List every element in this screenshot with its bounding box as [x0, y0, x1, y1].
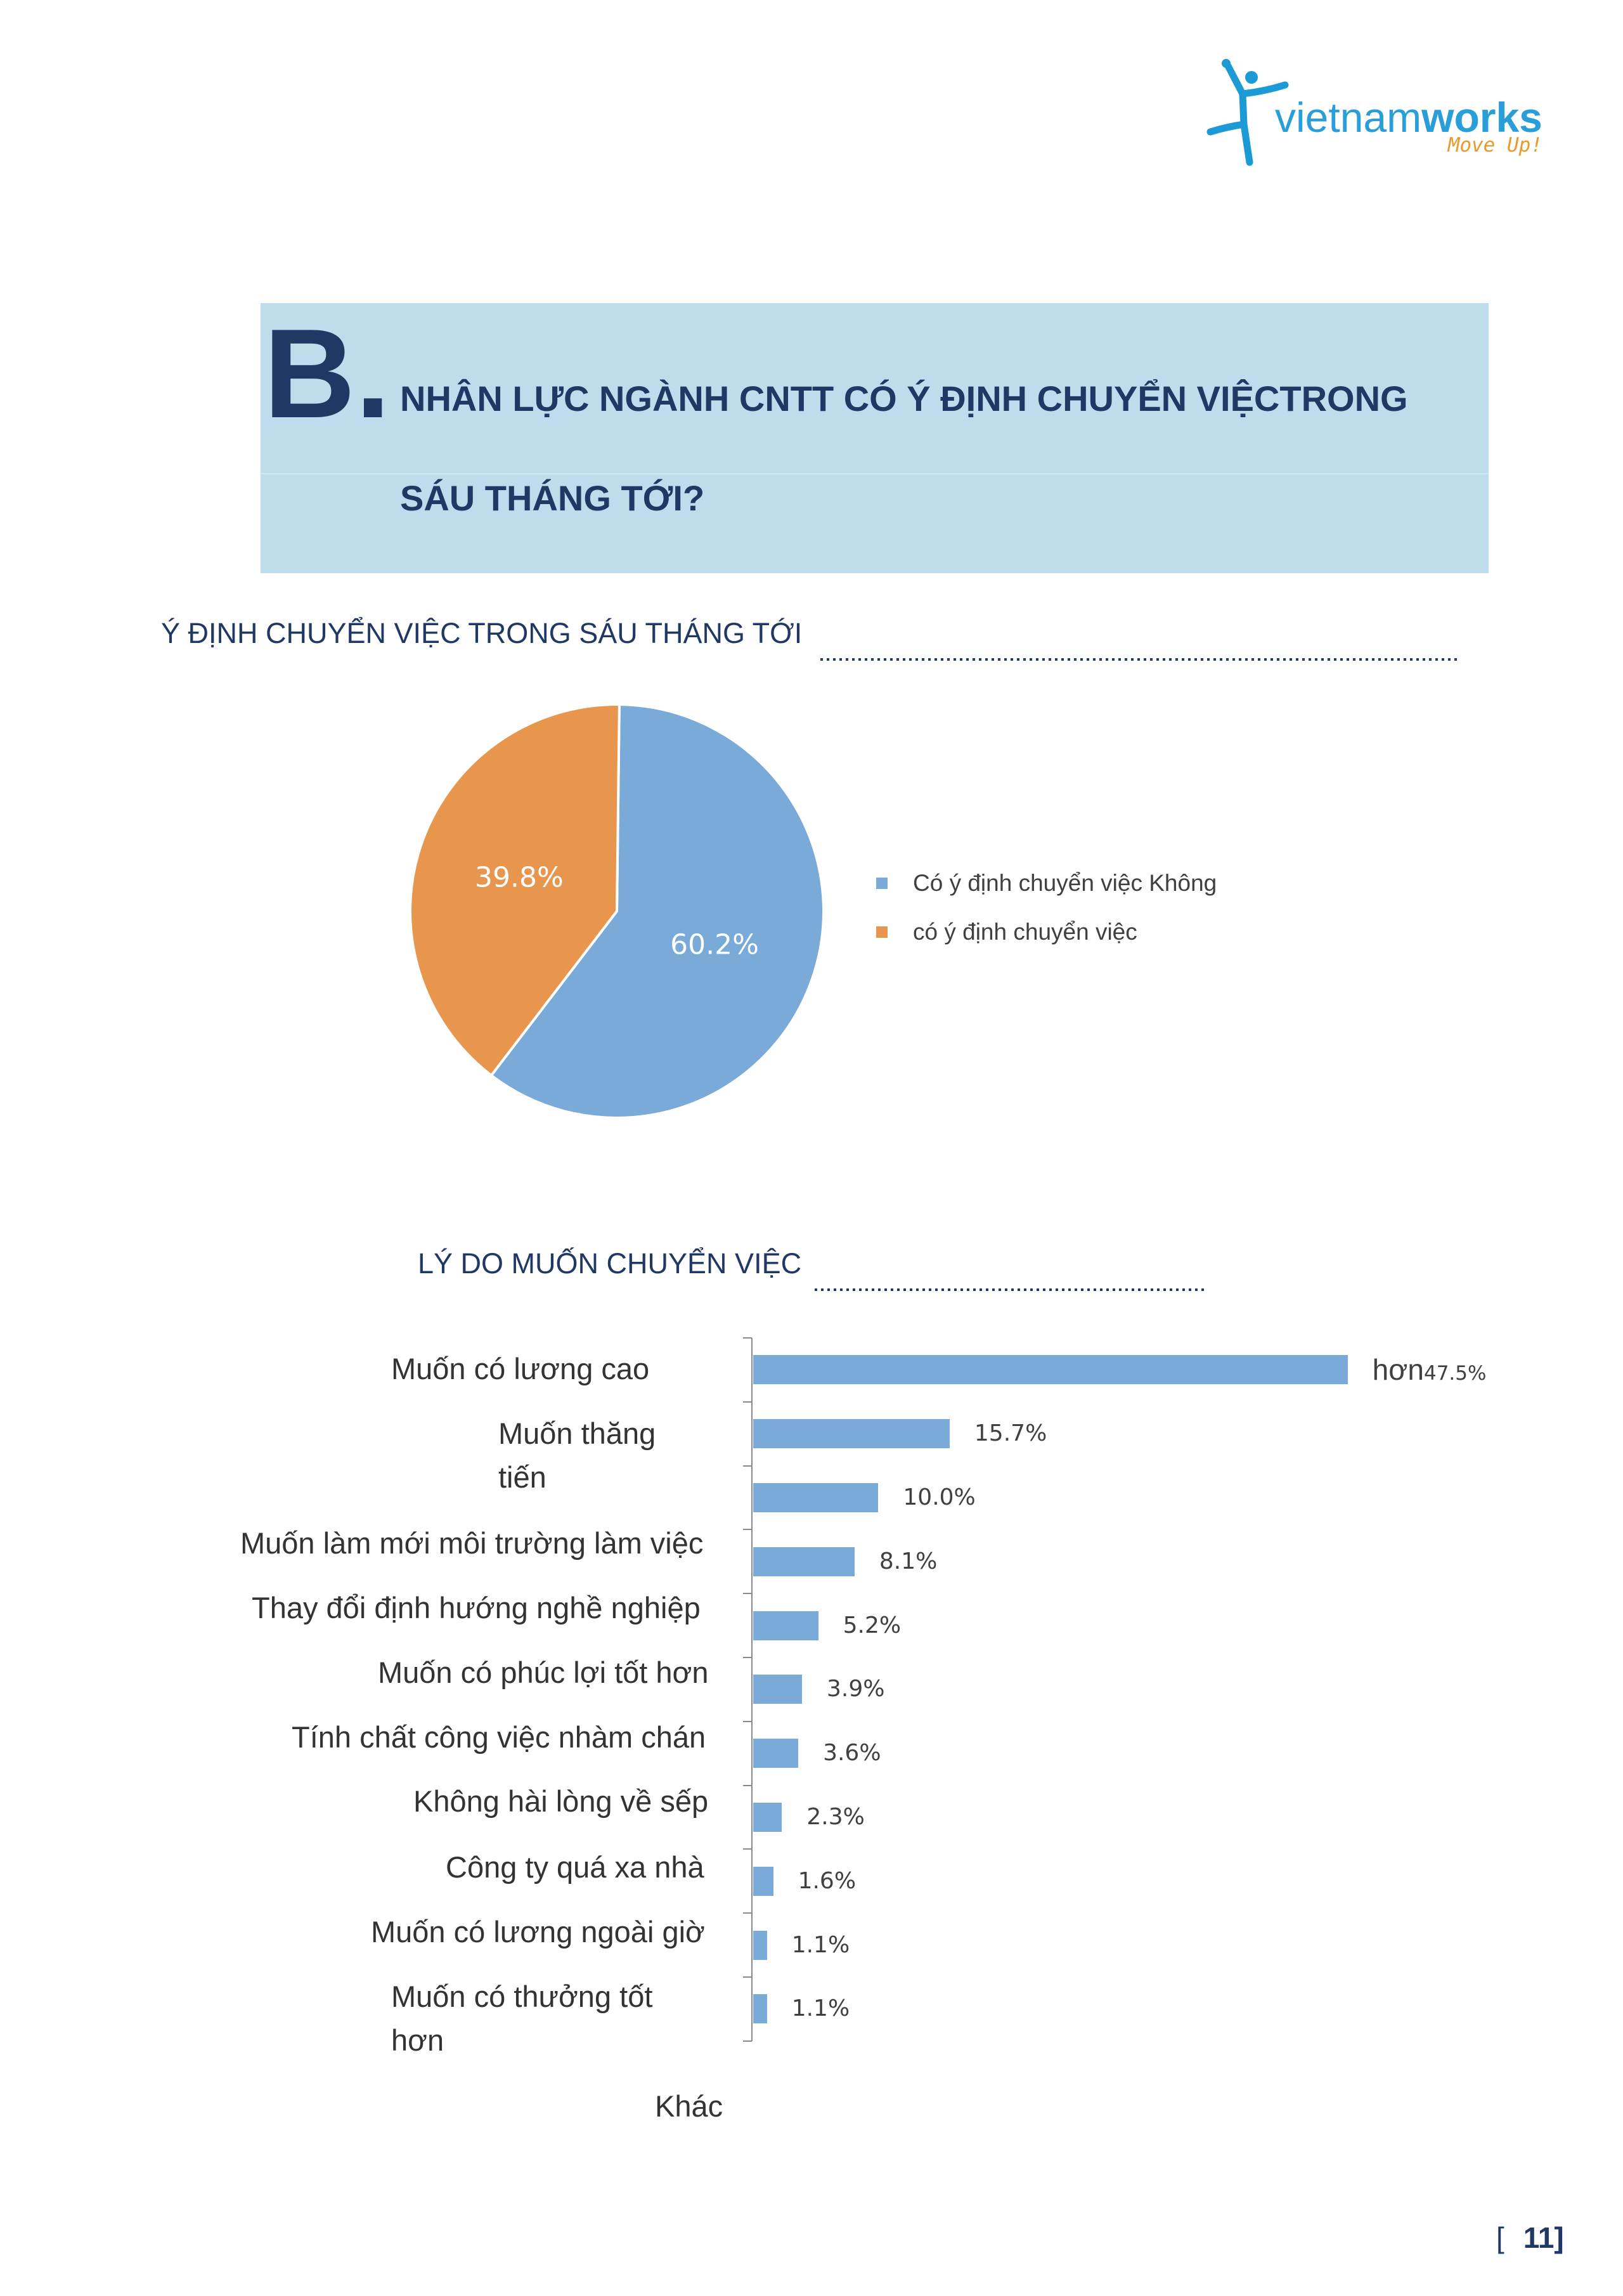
bar-chart-title: LÝ DO MUỐN CHUYỂN VIỆC — [418, 1247, 802, 1280]
brand-wordmark: vietnamworks — [1275, 96, 1542, 138]
bar — [753, 1803, 782, 1832]
bar-data-label: 3.9% — [826, 1676, 885, 1703]
category-label: Không hài lòng về sếp — [413, 1784, 709, 1818]
pie-chart: 60.2% 39.8% — [409, 703, 825, 1119]
y-axis-tick — [743, 1465, 752, 1467]
category-label: Muốn có lương cao — [391, 1351, 650, 1385]
category-label: Muốn làm mới môi trường làm việc — [240, 1526, 704, 1560]
y-axis-tick — [743, 2040, 752, 2042]
pie-chart-title: Ý ĐỊNH CHUYỂN VIỆC TRONG SÁU THÁNG TỚI — [161, 617, 803, 649]
section-header-box: B. NHÂN LỰC NGÀNH CNTT CÓ Ý ĐỊNH CHUYỂN … — [261, 303, 1489, 573]
bar-data-label: 8.1% — [879, 1548, 938, 1574]
legend-item: có ý định chuyển việc — [876, 918, 1217, 947]
jumper-logo-icon — [1206, 59, 1289, 166]
category-label: Muốn có thưởng tốt hơn — [391, 1979, 653, 2057]
brand-wordmark-bold: works — [1421, 94, 1542, 141]
category-label: Muốn thăng tiến — [498, 1416, 656, 1494]
legend-label: có ý định chuyển việc — [913, 919, 1137, 945]
y-axis-tick — [743, 1976, 752, 1978]
y-axis-tick — [743, 1720, 752, 1722]
bar — [753, 1419, 950, 1449]
bar — [753, 1930, 767, 1960]
bar-data-label: 10.0% — [903, 1484, 976, 1510]
y-axis-tick — [743, 1401, 752, 1403]
bar-data-label: 15.7% — [974, 1420, 1047, 1447]
legend-label: Có ý định chuyển việc Không — [913, 870, 1217, 896]
bar-data-label: 1.6% — [798, 1867, 857, 1894]
y-axis-tick — [743, 1337, 752, 1339]
y-axis-tick — [743, 1593, 752, 1595]
bar-annotation: hơn — [1372, 1353, 1424, 1387]
bar-data-label: 2.3% — [806, 1804, 865, 1830]
bar — [753, 1547, 855, 1576]
category-label: Muốn có lương ngoài giờ — [371, 1914, 705, 1949]
pie-data-label: 39.8% — [475, 861, 564, 893]
bar — [753, 1483, 879, 1512]
bar-data-label-group: hơn 47.5% — [1373, 1355, 1487, 1388]
section-title-line-1: NHÂN LỰC NGÀNH CNTT CÓ Ý ĐỊNH CHUYỂN VIỆ… — [400, 379, 1408, 418]
brand-tagline: Move Up! — [1447, 134, 1542, 157]
bar-data-label: 1.1% — [791, 1995, 850, 2022]
dotted-rule — [820, 658, 1461, 661]
bar — [753, 1675, 802, 1704]
brand-wordmark-light: vietnam — [1275, 94, 1422, 141]
bar — [753, 1355, 1348, 1385]
bar — [753, 1739, 799, 1768]
category-label: Thay đổi định hướng nghề nghiệp — [252, 1590, 701, 1625]
dotted-rule — [815, 1288, 1206, 1291]
pie-legend: Có ý định chuyển việc Không có ý định ch… — [876, 869, 1217, 966]
category-label: Tính chất công việc nhàm chán — [292, 1720, 706, 1754]
page-number-bracket: [ — [1496, 2221, 1504, 2254]
bar — [753, 1611, 818, 1640]
bar-data-label: 1.1% — [791, 1931, 850, 1958]
bar — [753, 1994, 767, 2024]
y-axis-tick — [743, 1529, 752, 1531]
pie-slice — [409, 703, 621, 1077]
y-axis-tick — [743, 1912, 752, 1914]
pie-data-label: 60.2% — [670, 929, 759, 961]
header-divider — [261, 473, 1489, 474]
y-axis-tick — [743, 1784, 752, 1786]
legend-swatch — [876, 878, 888, 889]
category-label: Muốn có phúc lợi tốt hơn — [378, 1655, 709, 1689]
category-label: Công ty quá xa nhà — [446, 1850, 704, 1884]
y-axis-tick — [743, 1657, 752, 1658]
page-number: [11] — [1496, 2223, 1564, 2252]
category-label: Khác — [655, 2089, 723, 2123]
vietnamworks-logo: vietnamworks Move Up! — [1202, 56, 1557, 170]
section-letter: B. — [264, 303, 391, 444]
bar — [753, 1866, 773, 1896]
bar-data-label: 3.6% — [823, 1740, 881, 1767]
legend-swatch — [876, 926, 888, 938]
bar-chart: hơn 47.5% 15.7% 10.0% 8.1% 5.2% 3.9% 3.6% 2.3% 1.… — [0, 1319, 1623, 2156]
legend-item: Có ý định chuyển việc Không — [876, 869, 1217, 898]
pie-slice — [489, 703, 825, 1119]
y-axis-tick — [743, 1848, 752, 1850]
bar-data-label: 47.5% — [1423, 1362, 1487, 1385]
section-title-line-2: SÁU THÁNG TỚI? — [400, 478, 705, 518]
bar-data-label: 5.2% — [843, 1612, 902, 1638]
page-number-label: 11] — [1523, 2221, 1564, 2254]
y-axis-line — [751, 1338, 753, 2041]
